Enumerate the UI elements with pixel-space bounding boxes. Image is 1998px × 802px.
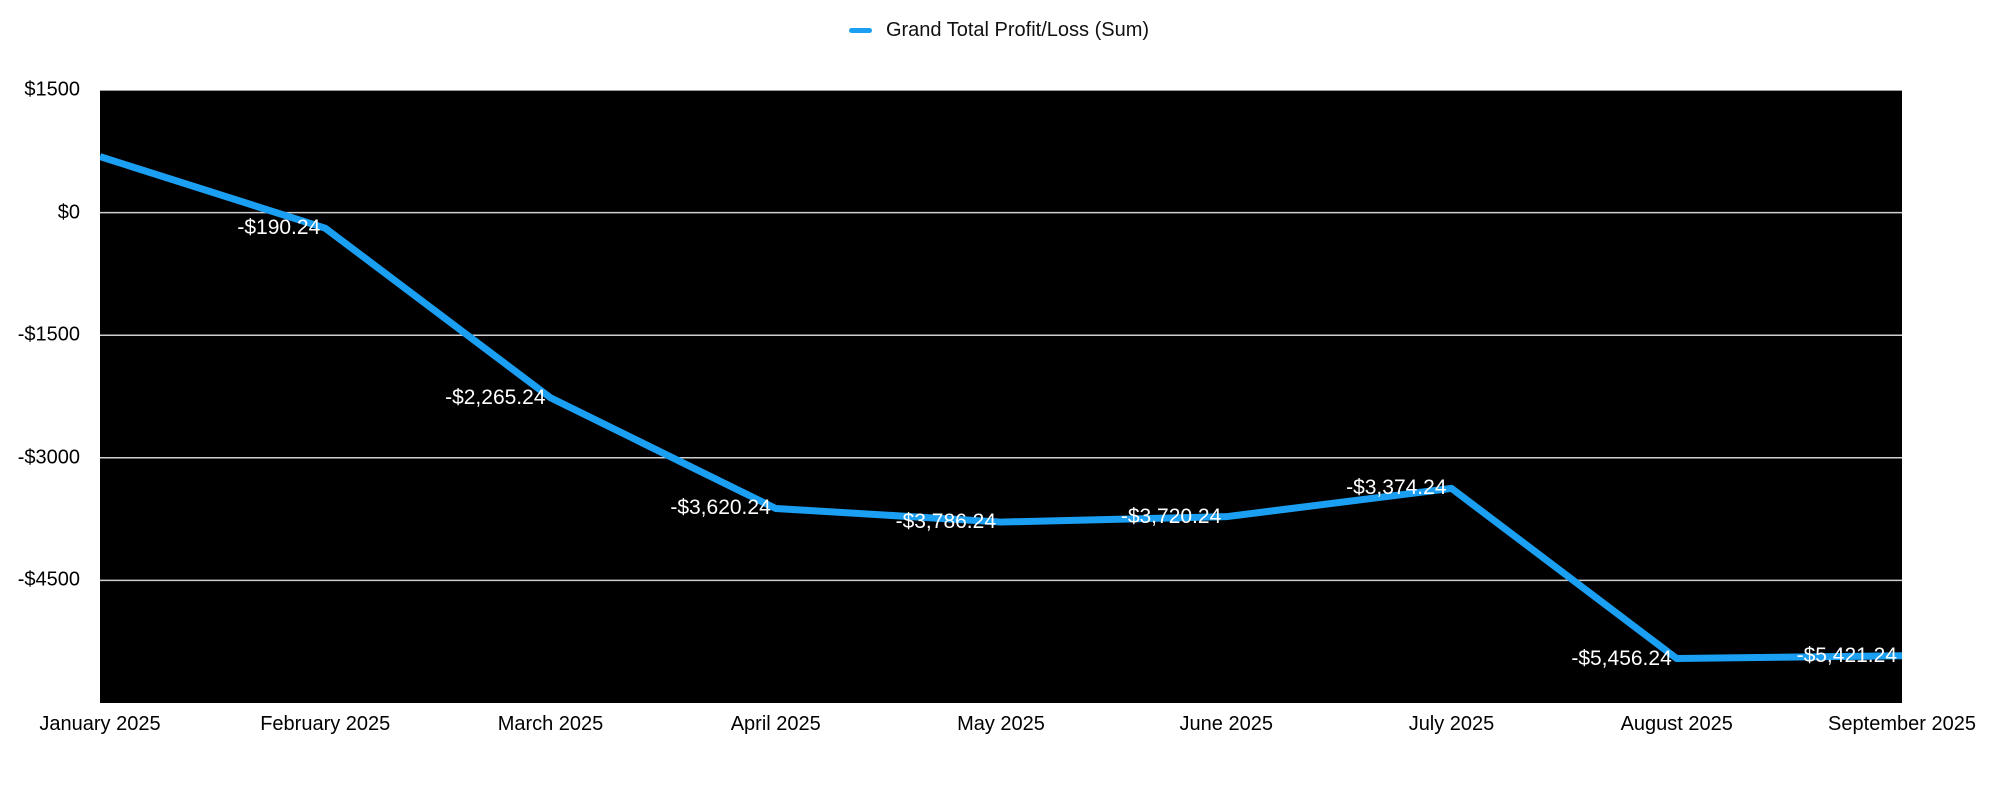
x-tick-label: September 2025	[1828, 713, 1976, 735]
x-tick-label: March 2025	[497, 713, 604, 735]
legend-label: Grand Total Profit/Loss (Sum)	[885, 18, 1150, 41]
profit-loss-line-chart	[100, 90, 1902, 663]
data-label: -$5,456.24	[1571, 646, 1672, 670]
x-tick-label: July 2025	[1408, 713, 1495, 735]
data-label: -$3,786.24	[895, 510, 996, 534]
data-label: -$5,421.24	[1796, 643, 1897, 667]
data-label: -$3,374.24	[1346, 476, 1447, 500]
y-tick-label: -$4500	[17, 568, 80, 591]
x-tick-label: June 2025	[1179, 713, 1273, 735]
x-tick-label: January 2025	[39, 713, 161, 735]
gridlines	[100, 90, 1902, 582]
x-tick-label: April 2025	[730, 713, 821, 735]
chart-legend: Grand Total Profit/Loss (Sum)	[0, 17, 1998, 43]
x-tick-label: August 2025	[1620, 713, 1733, 735]
data-label: -$2,265.24	[445, 385, 546, 409]
x-tick-label: May 2025	[957, 713, 1045, 735]
y-tick-label: $1500	[24, 78, 80, 101]
series-line-grand-total	[100, 153, 1902, 663]
y-tick-label: -$3000	[17, 446, 80, 469]
data-label: -$190.24	[237, 216, 321, 240]
plot-area	[100, 90, 1902, 703]
data-label: -$3,620.24	[670, 496, 771, 520]
legend-line-swatch	[848, 27, 872, 33]
x-tick-label: February 2025	[260, 713, 391, 735]
data-label: -$3,720.24	[1120, 504, 1222, 528]
y-tick-label: $0	[57, 201, 80, 224]
y-tick-label: -$1500	[17, 323, 80, 346]
